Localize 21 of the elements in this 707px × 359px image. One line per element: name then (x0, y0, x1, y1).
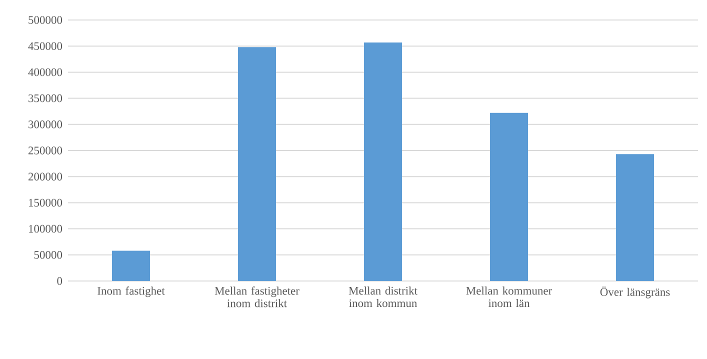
y-tick-label: 100000 (29, 224, 62, 233)
x-tick-label: Mellan fastigheter inom distrikt (214, 286, 300, 308)
y-tick-label: 450000 (28, 42, 62, 50)
bar (364, 42, 402, 281)
x-tick-label: Mellan kommuner inom län (466, 286, 552, 308)
bar (238, 47, 276, 281)
y-tick-label: 350000 (28, 94, 62, 102)
x-tick-label: Inom fastighet (98, 286, 165, 298)
bar (112, 250, 150, 281)
y-tick-label: 400000 (28, 68, 62, 76)
y-tick-label: 250000 (28, 146, 62, 154)
y-tick-label: 200000 (28, 172, 62, 180)
x-tick-label: Mellan distrikt inom kommun (348, 286, 418, 308)
y-tick-label: 150000 (29, 198, 62, 207)
y-tick-label: 300000 (28, 120, 62, 128)
x-tick-label: Över länsgräns (600, 286, 670, 298)
y-tick-label: 500000 (28, 16, 62, 24)
bar (616, 154, 654, 281)
y-tick-label: 50000 (34, 251, 62, 259)
bar (490, 112, 528, 281)
y-tick-label: 0 (57, 277, 62, 285)
